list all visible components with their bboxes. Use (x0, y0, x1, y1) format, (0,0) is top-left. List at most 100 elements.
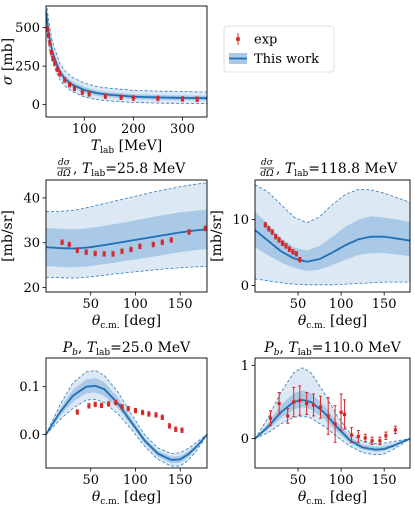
exp-point (147, 412, 151, 416)
band-outer-upper-edge (46, 370, 207, 454)
exp-point (154, 413, 158, 417)
exp-point (384, 434, 388, 438)
exp-point (187, 230, 191, 234)
legend-frame (223, 25, 335, 73)
x-tick-label: 200 (121, 122, 146, 137)
legend-model-label: This work (254, 52, 319, 67)
x-tick-label: 50 (290, 297, 307, 312)
axes-frame (254, 179, 411, 293)
exp-point (280, 241, 285, 245)
exp-point (270, 230, 274, 234)
exp-point (75, 410, 79, 414)
exp-point (102, 252, 106, 256)
title-fraction-den: dΩ (260, 169, 274, 179)
legend: exp This work (223, 25, 335, 73)
axes-frame (45, 357, 208, 469)
exp-point (180, 97, 185, 101)
exp-point (126, 407, 130, 411)
legend-exp-label: exp (254, 33, 277, 48)
y-tick-label: 30 (23, 236, 40, 251)
band-outer-lower-edge (46, 398, 207, 467)
exp-point (298, 258, 302, 262)
exp-point (53, 61, 57, 65)
x-axis-label: θc.m. [deg] (298, 313, 367, 331)
band-outer-lower-edge (255, 278, 410, 286)
exp-point (160, 415, 164, 419)
exp-point (160, 240, 164, 244)
exp-point (151, 242, 155, 247)
exp-point (370, 439, 374, 443)
x-tick-label: 50 (82, 297, 99, 312)
x-tick-label: 150 (372, 297, 397, 312)
exp-point (119, 95, 123, 99)
exp-point (393, 428, 397, 432)
exp-point (174, 427, 178, 431)
chart-pb110: 50 100 150 0 1 θc.m. [deg] Pb, Tlab=110.0 MeV (241, 340, 411, 507)
band-inner (255, 211, 410, 271)
exp-point (120, 405, 124, 409)
x-tick-label: 150 (168, 473, 193, 488)
x-tick-label: 100 (329, 297, 354, 312)
y-axis-label: σ [mb] (0, 38, 16, 85)
exp-point (87, 92, 91, 96)
exp-point (268, 416, 273, 420)
exp-point (141, 410, 145, 415)
x-tick-label: 100 (123, 297, 148, 312)
y-tick-label: 1 (241, 359, 249, 374)
exp-point (274, 235, 278, 239)
exp-point (114, 400, 118, 405)
band-outer-lower-edge (46, 266, 207, 279)
exp-point (60, 240, 64, 244)
exp-point (277, 401, 281, 406)
band-outer (46, 6, 207, 104)
plot-area-pb110 (255, 367, 410, 456)
exp-point (111, 252, 115, 256)
band-outer-upper-edge (255, 184, 410, 223)
band-outer-upper-edge (255, 367, 410, 445)
exp-point (93, 402, 97, 406)
exp-point (133, 409, 138, 413)
exp-point (298, 398, 302, 403)
exp-point (180, 428, 184, 432)
plot-area-dcs118 (255, 184, 410, 286)
exp-point (58, 72, 62, 76)
exp-point (169, 238, 173, 242)
exp-point (67, 83, 72, 87)
axes-frame (254, 357, 411, 469)
exp-point (342, 412, 347, 417)
exp-point (87, 404, 91, 408)
y-tick-label: 0 (32, 98, 40, 113)
exp-point (51, 56, 55, 61)
band-outer-upper-edge (46, 6, 207, 93)
exp-point (93, 251, 97, 256)
x-tick-label: 300 (170, 122, 195, 137)
model-central-line (46, 228, 207, 250)
exp-point (63, 78, 67, 82)
x-axis-label: θc.m. [deg] (298, 489, 367, 507)
y-tick-label: 0 (241, 432, 249, 447)
model-central-line (46, 11, 207, 100)
chart-title: , Tlab=25.8 MeV (73, 161, 186, 179)
exp-point (356, 434, 360, 439)
plot-area-dcs25 (46, 182, 207, 279)
exp-point (129, 247, 133, 252)
axes-frame (45, 179, 208, 293)
chart-total: 100 200 300 0 250 500 Tlab [MeV] σ [mb] (0, 5, 208, 156)
y-axis-label: [mb/sr] (0, 210, 16, 262)
x-axis-label: θc.m. [deg] (92, 489, 161, 507)
y-tick-label: 250 (15, 60, 40, 75)
exp-point (131, 96, 135, 100)
chart-title: Pb, Tlab=25.0 MeV (62, 340, 191, 358)
chart-title: , Tlab=118.8 MeV (276, 161, 398, 179)
exp-point (291, 250, 295, 254)
y-tick-label: 0.0 (19, 428, 40, 443)
model-central-line (255, 229, 410, 263)
y-tick-label: 10 (232, 213, 249, 228)
exp-point (311, 403, 316, 407)
exp-point (363, 436, 367, 440)
exp-point (326, 414, 330, 418)
exp-point (107, 402, 111, 406)
